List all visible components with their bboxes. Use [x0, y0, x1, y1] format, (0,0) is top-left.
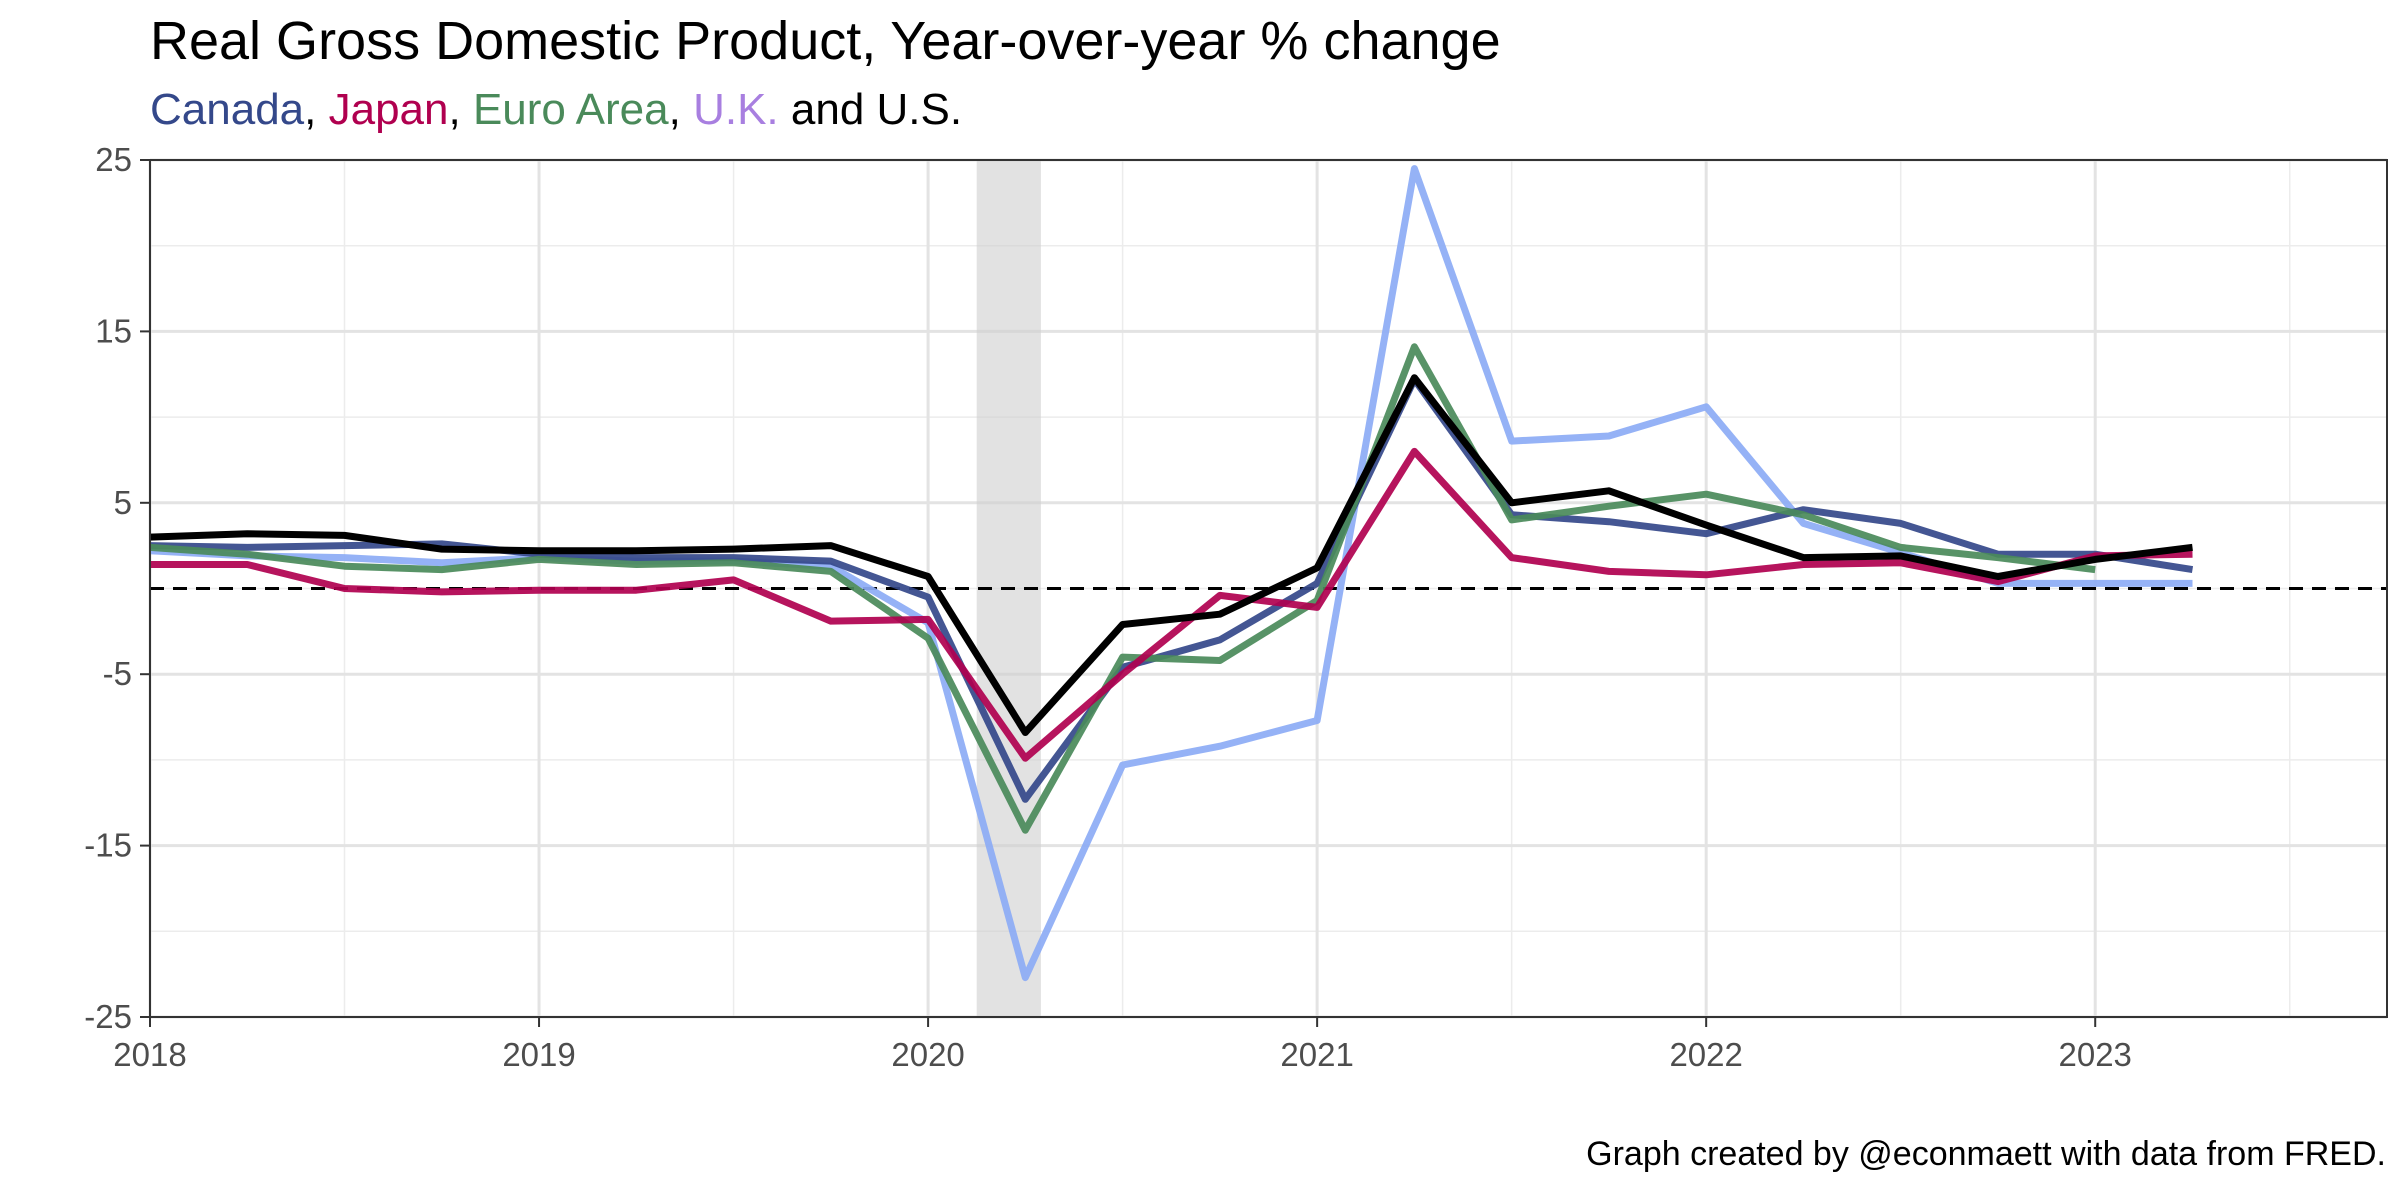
y-tick-label: -15 — [84, 827, 132, 864]
x-tick-label: 2022 — [1669, 1036, 1742, 1073]
subtitle-part: Japan — [328, 85, 449, 134]
y-tick-label: 15 — [95, 312, 132, 349]
chart-caption: Graph created by @econmaett with data fr… — [1586, 1135, 2386, 1173]
subtitle-part: U.K. — [693, 85, 779, 134]
y-tick-label: 25 — [95, 141, 132, 178]
subtitle-part: , — [448, 85, 473, 134]
plot-border — [149, 159, 2388, 1018]
subtitle-part: , — [304, 85, 329, 134]
y-tick-label: -5 — [103, 655, 132, 692]
x-tick-label: 2023 — [2059, 1036, 2132, 1073]
y-tick-label: -25 — [84, 998, 132, 1035]
x-tick-label: 2020 — [891, 1036, 964, 1073]
line-chart: -25 -15 -5 5 15 25 2018 2019 2020 2021 2022 2023 — [84, 141, 2388, 1073]
subtitle-part: and U.S. — [778, 85, 963, 134]
series-line-euro-area — [149, 343, 2096, 834]
subtitle-part: Canada — [150, 85, 305, 134]
x-tick-label: 2019 — [502, 1036, 575, 1073]
subtitle-part: , — [668, 85, 694, 134]
x-tick-label: 2018 — [113, 1036, 186, 1073]
series-line-u-s — [149, 374, 2193, 736]
chart-title: Real Gross Domestic Product, Year-over-y… — [150, 11, 1501, 71]
x-tick-label: 2021 — [1280, 1036, 1353, 1073]
y-tick-label: 5 — [114, 484, 132, 521]
chart-subtitle: Canada, Japan, Euro Area, U.K. and U.S. — [150, 85, 962, 135]
series-line-u-k — [149, 165, 2193, 982]
subtitle-part: Euro Area — [472, 85, 669, 134]
series-line-japan — [150, 447, 2193, 762]
